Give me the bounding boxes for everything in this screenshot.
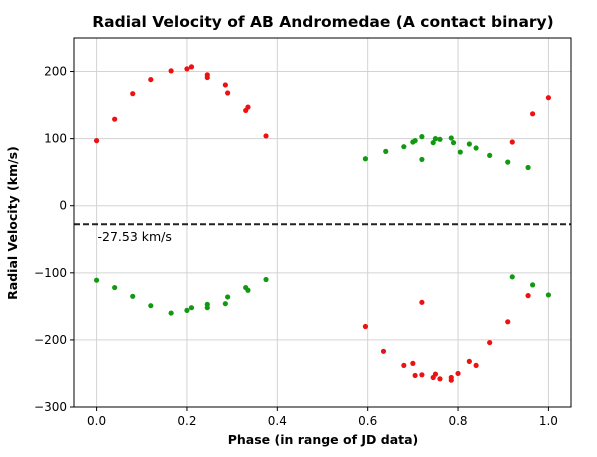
primary-point — [112, 116, 118, 122]
primary-point — [419, 299, 425, 305]
primary-point — [401, 362, 407, 369]
primary-point — [412, 372, 418, 379]
chart-title: Radial Velocity of AB Andromedae (A cont… — [92, 13, 554, 31]
secondary-point — [222, 301, 228, 307]
x-tick-label: 0.6 — [358, 414, 377, 428]
grid — [74, 38, 571, 408]
secondary-point — [263, 276, 269, 283]
y-tick-label: −200 — [34, 333, 67, 347]
secondary-point — [148, 303, 154, 309]
primary-point — [545, 95, 552, 101]
secondary-point — [362, 156, 369, 162]
primary-point — [525, 293, 531, 299]
primary-point — [184, 66, 190, 72]
primary-point — [130, 91, 136, 97]
secondary-point — [466, 141, 472, 147]
y-axis-label: Radial Velocity (km/s) — [5, 146, 20, 300]
secondary-point — [419, 156, 425, 163]
secondary-point — [412, 138, 418, 144]
primary-point — [487, 339, 493, 346]
primary-point — [448, 377, 454, 383]
primary-point — [437, 376, 443, 382]
primary-point — [263, 133, 269, 139]
y-tick-label: −300 — [34, 400, 67, 414]
x-axis-label: Phase (in range of JD data) — [228, 432, 419, 447]
primary-point — [168, 68, 174, 74]
primary-point — [473, 362, 479, 369]
secondary-point — [168, 310, 174, 316]
primary-point — [148, 76, 154, 83]
plot-area-frame — [73, 37, 572, 408]
x-tick-label: 0.0 — [87, 414, 106, 428]
secondary-point — [509, 274, 515, 280]
secondary-point — [432, 136, 439, 142]
secondary-point — [225, 294, 231, 300]
secondary-point — [383, 148, 389, 154]
secondary-point — [419, 134, 425, 140]
secondary-point — [401, 144, 407, 150]
primary-point — [529, 111, 536, 117]
data-points — [93, 64, 552, 383]
primary-point — [455, 370, 461, 377]
axis-ticks: 0.0 0.2 0.4 0.6 0.8 1.0 −300 −200 −100 0 100 200 — [34, 65, 558, 428]
y-tick-label: −100 — [34, 266, 67, 280]
reference-line-label: -27.53 km/s — [97, 229, 171, 244]
primary-point — [410, 360, 416, 366]
x-tick-label: 0.8 — [448, 414, 467, 428]
primary-point — [225, 90, 231, 96]
secondary-point — [473, 145, 479, 151]
primary-point — [362, 323, 369, 330]
secondary-point — [505, 159, 511, 165]
primary-point — [380, 348, 387, 354]
x-tick-label: 0.4 — [268, 414, 287, 428]
primary-point — [419, 372, 425, 378]
secondary-point — [457, 149, 463, 155]
primary-point — [188, 64, 195, 70]
secondary-point — [448, 135, 454, 141]
primary-point — [432, 371, 439, 377]
primary-point — [509, 139, 515, 145]
x-tick-label: 1.0 — [539, 414, 558, 428]
secondary-point — [112, 284, 118, 291]
secondary-point — [245, 287, 251, 293]
primary-point — [466, 358, 472, 364]
primary-point — [204, 74, 210, 81]
secondary-point — [450, 140, 457, 146]
secondary-point — [545, 292, 552, 298]
y-tick-label: 200 — [44, 65, 67, 79]
x-tick-label: 0.2 — [177, 414, 196, 428]
primary-point — [222, 82, 228, 88]
secondary-point — [204, 301, 210, 307]
y-tick-label: 0 — [59, 199, 67, 213]
secondary-point — [529, 282, 536, 288]
primary-point — [505, 319, 511, 325]
secondary-point — [487, 152, 493, 159]
secondary-point — [130, 293, 136, 299]
secondary-point — [184, 307, 190, 313]
secondary-point — [430, 140, 436, 146]
secondary-point — [525, 164, 531, 171]
secondary-point — [437, 136, 443, 142]
y-tick-label: 100 — [44, 132, 67, 146]
secondary-point — [188, 305, 195, 311]
secondary-point — [93, 277, 100, 283]
primary-point — [245, 104, 251, 110]
primary-point — [93, 138, 100, 144]
